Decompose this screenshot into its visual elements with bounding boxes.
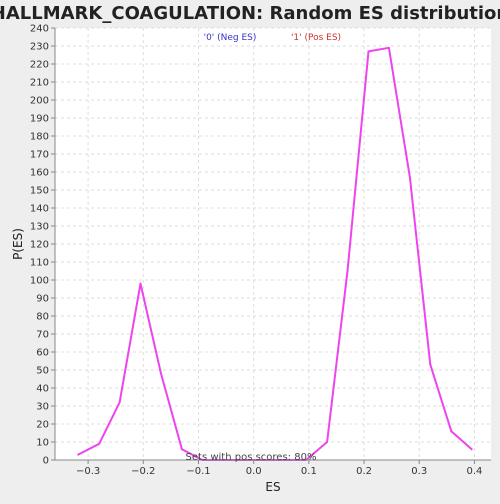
y-tick-label: 0 bbox=[43, 456, 49, 467]
y-tick-label: 180 bbox=[30, 132, 49, 143]
y-tick-label: 140 bbox=[30, 204, 49, 215]
x-tick-label: 0.4 bbox=[466, 466, 482, 477]
grid bbox=[55, 27, 491, 460]
y-tick-label: 20 bbox=[36, 420, 49, 431]
y-tick-label: 220 bbox=[30, 60, 49, 71]
y-tick-label: 60 bbox=[36, 348, 49, 359]
y-tick-label: 170 bbox=[30, 150, 49, 161]
x-tick-label: 0.2 bbox=[356, 466, 372, 477]
data-point bbox=[98, 442, 101, 445]
y-tick-label: 90 bbox=[36, 294, 49, 305]
y-tick-label: 150 bbox=[30, 186, 49, 197]
data-point bbox=[180, 448, 183, 451]
legend-neg-es: '0' (Neg ES) bbox=[204, 33, 257, 43]
data-point bbox=[408, 176, 411, 179]
y-tick-label: 240 bbox=[30, 24, 49, 35]
y-tick-label: 110 bbox=[30, 258, 49, 269]
y-tick-label: 40 bbox=[36, 384, 49, 395]
data-point bbox=[77, 453, 80, 456]
x-tick-label: −0.2 bbox=[131, 466, 155, 477]
legend-pos-es: '1' (Pos ES) bbox=[291, 33, 341, 43]
x-tick-label: 0.0 bbox=[246, 466, 262, 477]
y-tick-label: 30 bbox=[36, 402, 49, 413]
y-tick-label: 160 bbox=[30, 168, 49, 179]
data-point bbox=[139, 282, 142, 285]
y-tick-label: 230 bbox=[30, 42, 49, 53]
y-tick-label: 10 bbox=[36, 438, 49, 449]
data-point bbox=[470, 448, 473, 451]
data-point bbox=[367, 50, 370, 53]
y-tick-label: 200 bbox=[30, 96, 49, 107]
y-tick-label: 120 bbox=[30, 240, 49, 251]
pos-scores-annotation: Sets with pos scores: 80% bbox=[186, 452, 317, 463]
y-tick-label: 50 bbox=[36, 366, 49, 377]
data-point bbox=[429, 363, 432, 366]
x-ticks: −0.3 −0.2 −0.1 0.0 0.1 0.2 0.3 0.4 bbox=[76, 460, 482, 477]
data-point bbox=[159, 372, 162, 375]
x-tick-label: −0.3 bbox=[76, 466, 100, 477]
y-tick-label: 190 bbox=[30, 114, 49, 125]
y-ticks: 0 10 20 30 40 50 60 70 80 90 100 110 120 130 140 150 160… bbox=[30, 24, 55, 467]
data-point bbox=[346, 270, 349, 272]
x-tick-label: 0.3 bbox=[411, 466, 427, 477]
y-axis-label: P(ES) bbox=[11, 228, 25, 260]
x-tick-label: −0.1 bbox=[186, 466, 210, 477]
chart-title: HALLMARK_COAGULATION: Random ES distribu… bbox=[0, 3, 500, 24]
y-tick-label: 210 bbox=[30, 78, 49, 89]
data-point bbox=[118, 401, 121, 404]
x-tick-label: 0.1 bbox=[301, 466, 317, 477]
data-point bbox=[450, 430, 453, 433]
data-point bbox=[387, 46, 390, 49]
y-tick-label: 130 bbox=[30, 222, 49, 233]
y-tick-label: 70 bbox=[36, 330, 49, 341]
data-point bbox=[326, 441, 329, 443]
y-tick-label: 80 bbox=[36, 312, 49, 323]
y-tick-label: 100 bbox=[30, 276, 49, 287]
x-axis-label: ES bbox=[265, 480, 280, 494]
